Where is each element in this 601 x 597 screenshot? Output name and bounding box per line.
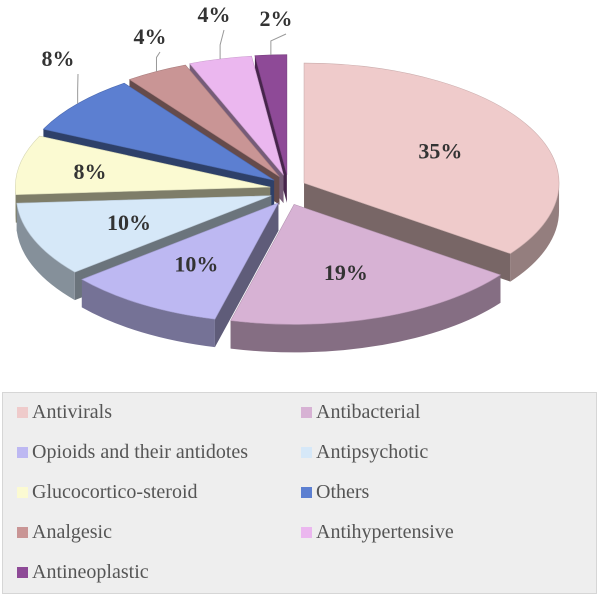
data-label: 10% [174, 252, 218, 277]
legend-label: Antihypertensive [316, 521, 454, 543]
pie-slice-others [42, 82, 275, 181]
pie-slice-side [230, 274, 501, 353]
pie-slice-cut [214, 202, 279, 348]
legend-swatch [17, 407, 28, 418]
legend-swatch [17, 487, 28, 498]
data-label: 19% [324, 260, 368, 285]
pie-slice-antibacterial [230, 204, 502, 325]
pie-slice-antivirals [303, 62, 560, 254]
data-label: 4% [134, 24, 167, 49]
legend-item: Antipsychotic [301, 441, 428, 464]
pie-slice-side [16, 203, 75, 301]
legend-swatch [301, 447, 312, 458]
legend-label: Others [316, 481, 370, 503]
pie-slice-analgesic [128, 64, 280, 177]
data-label: 10% [107, 210, 151, 235]
leader-line [219, 29, 225, 59]
legend-label: Antineoplastic [32, 561, 149, 583]
data-label: 4% [198, 2, 231, 27]
legend-item: Antivirals [17, 401, 112, 424]
data-label: 8% [73, 159, 106, 184]
pie-slice-cut [304, 183, 511, 282]
pie-chart: 35% 19% 10% 10% 8% 8% 4% 4% 2% [15, 2, 560, 353]
data-label: 8% [42, 46, 75, 71]
leader-line [155, 51, 161, 72]
legend-item: Others [301, 481, 369, 504]
legend-item: Opioids and their antidotes [17, 441, 248, 464]
legend-item: Antihypertensive [301, 521, 454, 544]
legend-label: Analgesic [32, 521, 112, 543]
pie-slice-antipsychotic [16, 195, 272, 273]
pie-slice-side [510, 183, 560, 282]
leader-line [270, 33, 287, 55]
legend-label: Antivirals [32, 401, 112, 423]
pie-slice-opioids-and-their-antidotes [81, 202, 280, 320]
pie-slice-antihypertensive [189, 55, 284, 176]
legend-swatch [17, 567, 28, 578]
legend-swatch [301, 407, 312, 418]
legend-swatch [17, 527, 28, 538]
data-label: 35% [418, 138, 462, 163]
data-label: 2% [260, 6, 293, 31]
legend-label: Opioids and their antidotes [32, 441, 249, 463]
legend-item: Glucocortico-steroid [17, 481, 198, 504]
pie-slice-side [15, 187, 16, 223]
pie-slice-side [81, 279, 215, 348]
legend-swatch [301, 487, 312, 498]
legend-label: Glucocortico-steroid [32, 481, 198, 503]
legend-swatch [17, 447, 28, 458]
legend-label: Antipsychotic [316, 441, 429, 463]
chart-legend: Antivirals Antibacterial Opioids and their… [2, 392, 597, 594]
legend-item: Analgesic [17, 521, 112, 544]
legend-label: Antibacterial [316, 401, 421, 423]
legend-item: Antineoplastic [17, 561, 149, 584]
legend-swatch [301, 527, 312, 538]
legend-item: Antibacterial [301, 401, 420, 424]
pie-slice-glucocortico-steroid [15, 135, 271, 195]
